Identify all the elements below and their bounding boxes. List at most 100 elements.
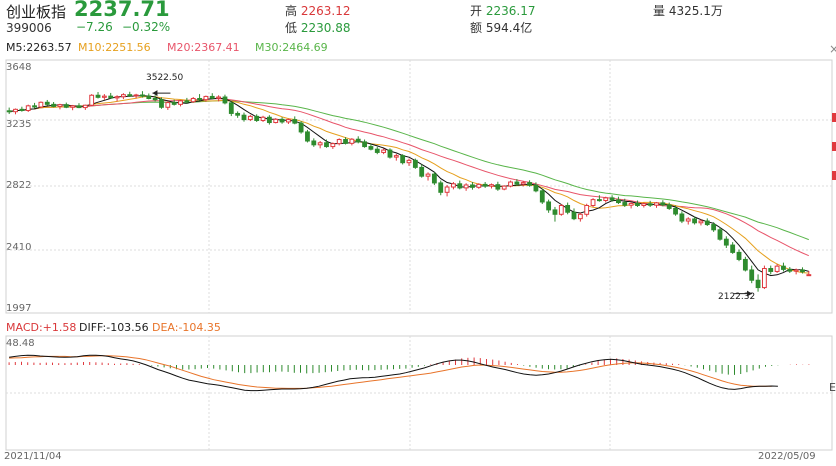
candle-body [546,201,552,211]
high-label: 高 [285,4,298,18]
high-stat: 高 2263.12 [285,2,350,19]
candle-body [641,203,647,206]
candle-body [438,182,444,193]
index-name: 创业板指 [6,3,67,21]
candle-body [355,138,361,143]
dea-legend: DEA:-104.35 [152,321,221,334]
candle-body [603,197,609,202]
ma30-line [9,99,809,241]
candle-body [216,96,222,99]
candle-body [317,142,323,146]
candle-body [32,105,37,108]
macd-legend: MACD:+1.58 [6,321,77,334]
candle-body [209,95,215,99]
low-annotation: 2122.32 [718,292,756,302]
candle-body [470,184,475,188]
candle-body [685,218,691,222]
price-change-pct: −0.32% [122,20,171,34]
candle-body [273,118,279,124]
candle-body [539,190,545,203]
candle-body [793,269,799,272]
candle-body [406,159,412,164]
candle-body [660,202,666,206]
candle-body [425,173,431,177]
amount-stat: 额 594.4亿 [470,19,532,36]
ma10-legend: M10:2251.56 [78,41,151,54]
candle-body [260,116,266,121]
candle-body [495,184,501,190]
volume-label: 量 [653,4,666,18]
candle-body [508,181,513,187]
candle-body [717,229,723,240]
ma5-legend: M5:2263.57 [6,41,72,54]
y-tick-label: 1997 [6,303,32,314]
candle-body [127,94,133,97]
candle-body [222,96,228,104]
candle-body [63,104,69,108]
candle-body [298,122,304,133]
y-tick-label: 3648 [6,62,32,73]
high-annotation: 3522.50 [146,73,184,83]
candle-body [286,119,291,123]
candle-body [247,115,253,121]
candle-body [412,159,418,168]
candle-body [654,202,659,206]
x-end-label: 2022/05/09 [758,451,816,462]
side-marker [832,113,836,122]
candle-body [749,269,755,281]
candle-body [552,209,558,215]
candle-body [482,183,488,187]
candle-body [755,279,761,289]
candle-body [781,265,786,270]
candle-body [400,155,406,164]
candle-body [254,115,260,121]
ma10-line [9,95,809,274]
candle-body [101,95,107,98]
high-value: 2263.12 [300,4,351,18]
candle-body [736,251,742,260]
candle-body [203,95,209,101]
candle-body [768,268,774,272]
candle-body [140,94,145,97]
y-tick-label: 3235 [6,119,32,130]
candle-body [159,99,164,108]
candle-body [520,182,526,185]
candle-body [114,96,120,99]
candle-body [787,268,793,272]
candle-body [590,199,596,206]
candle-body [533,184,539,192]
last-price: 2237.71 [74,0,170,21]
candle-body [241,114,247,121]
candle-body [13,108,18,113]
candle-body [527,182,532,186]
candle-body [609,197,615,201]
y-tick-label: 2410 [6,242,32,253]
candle-body [501,185,507,190]
side-marker [832,142,836,151]
candle-body [761,268,767,289]
candle-body [108,95,114,99]
candle-body [305,131,310,142]
candle-body [616,199,621,204]
amount-value: 594.4亿 [485,21,533,35]
open-value: 2236.17 [485,4,536,18]
candle-body [95,94,101,98]
candle-body [742,258,748,271]
candle-body [25,105,31,112]
candle-body [571,211,577,220]
candle-body [44,101,50,105]
candle-body [76,105,82,109]
candle-body [463,184,469,189]
candle-body [692,218,697,224]
candle-body [711,224,717,231]
candle-body [647,203,653,206]
x-start-label: 2021/11/04 [4,451,62,462]
candle-body [133,94,139,97]
candle-body [704,220,710,226]
candle-body [266,116,272,124]
candle-body [451,183,456,188]
candle-body [558,204,564,215]
ma20-legend: M20:2367.41 [167,41,240,54]
dea-line [9,355,772,389]
